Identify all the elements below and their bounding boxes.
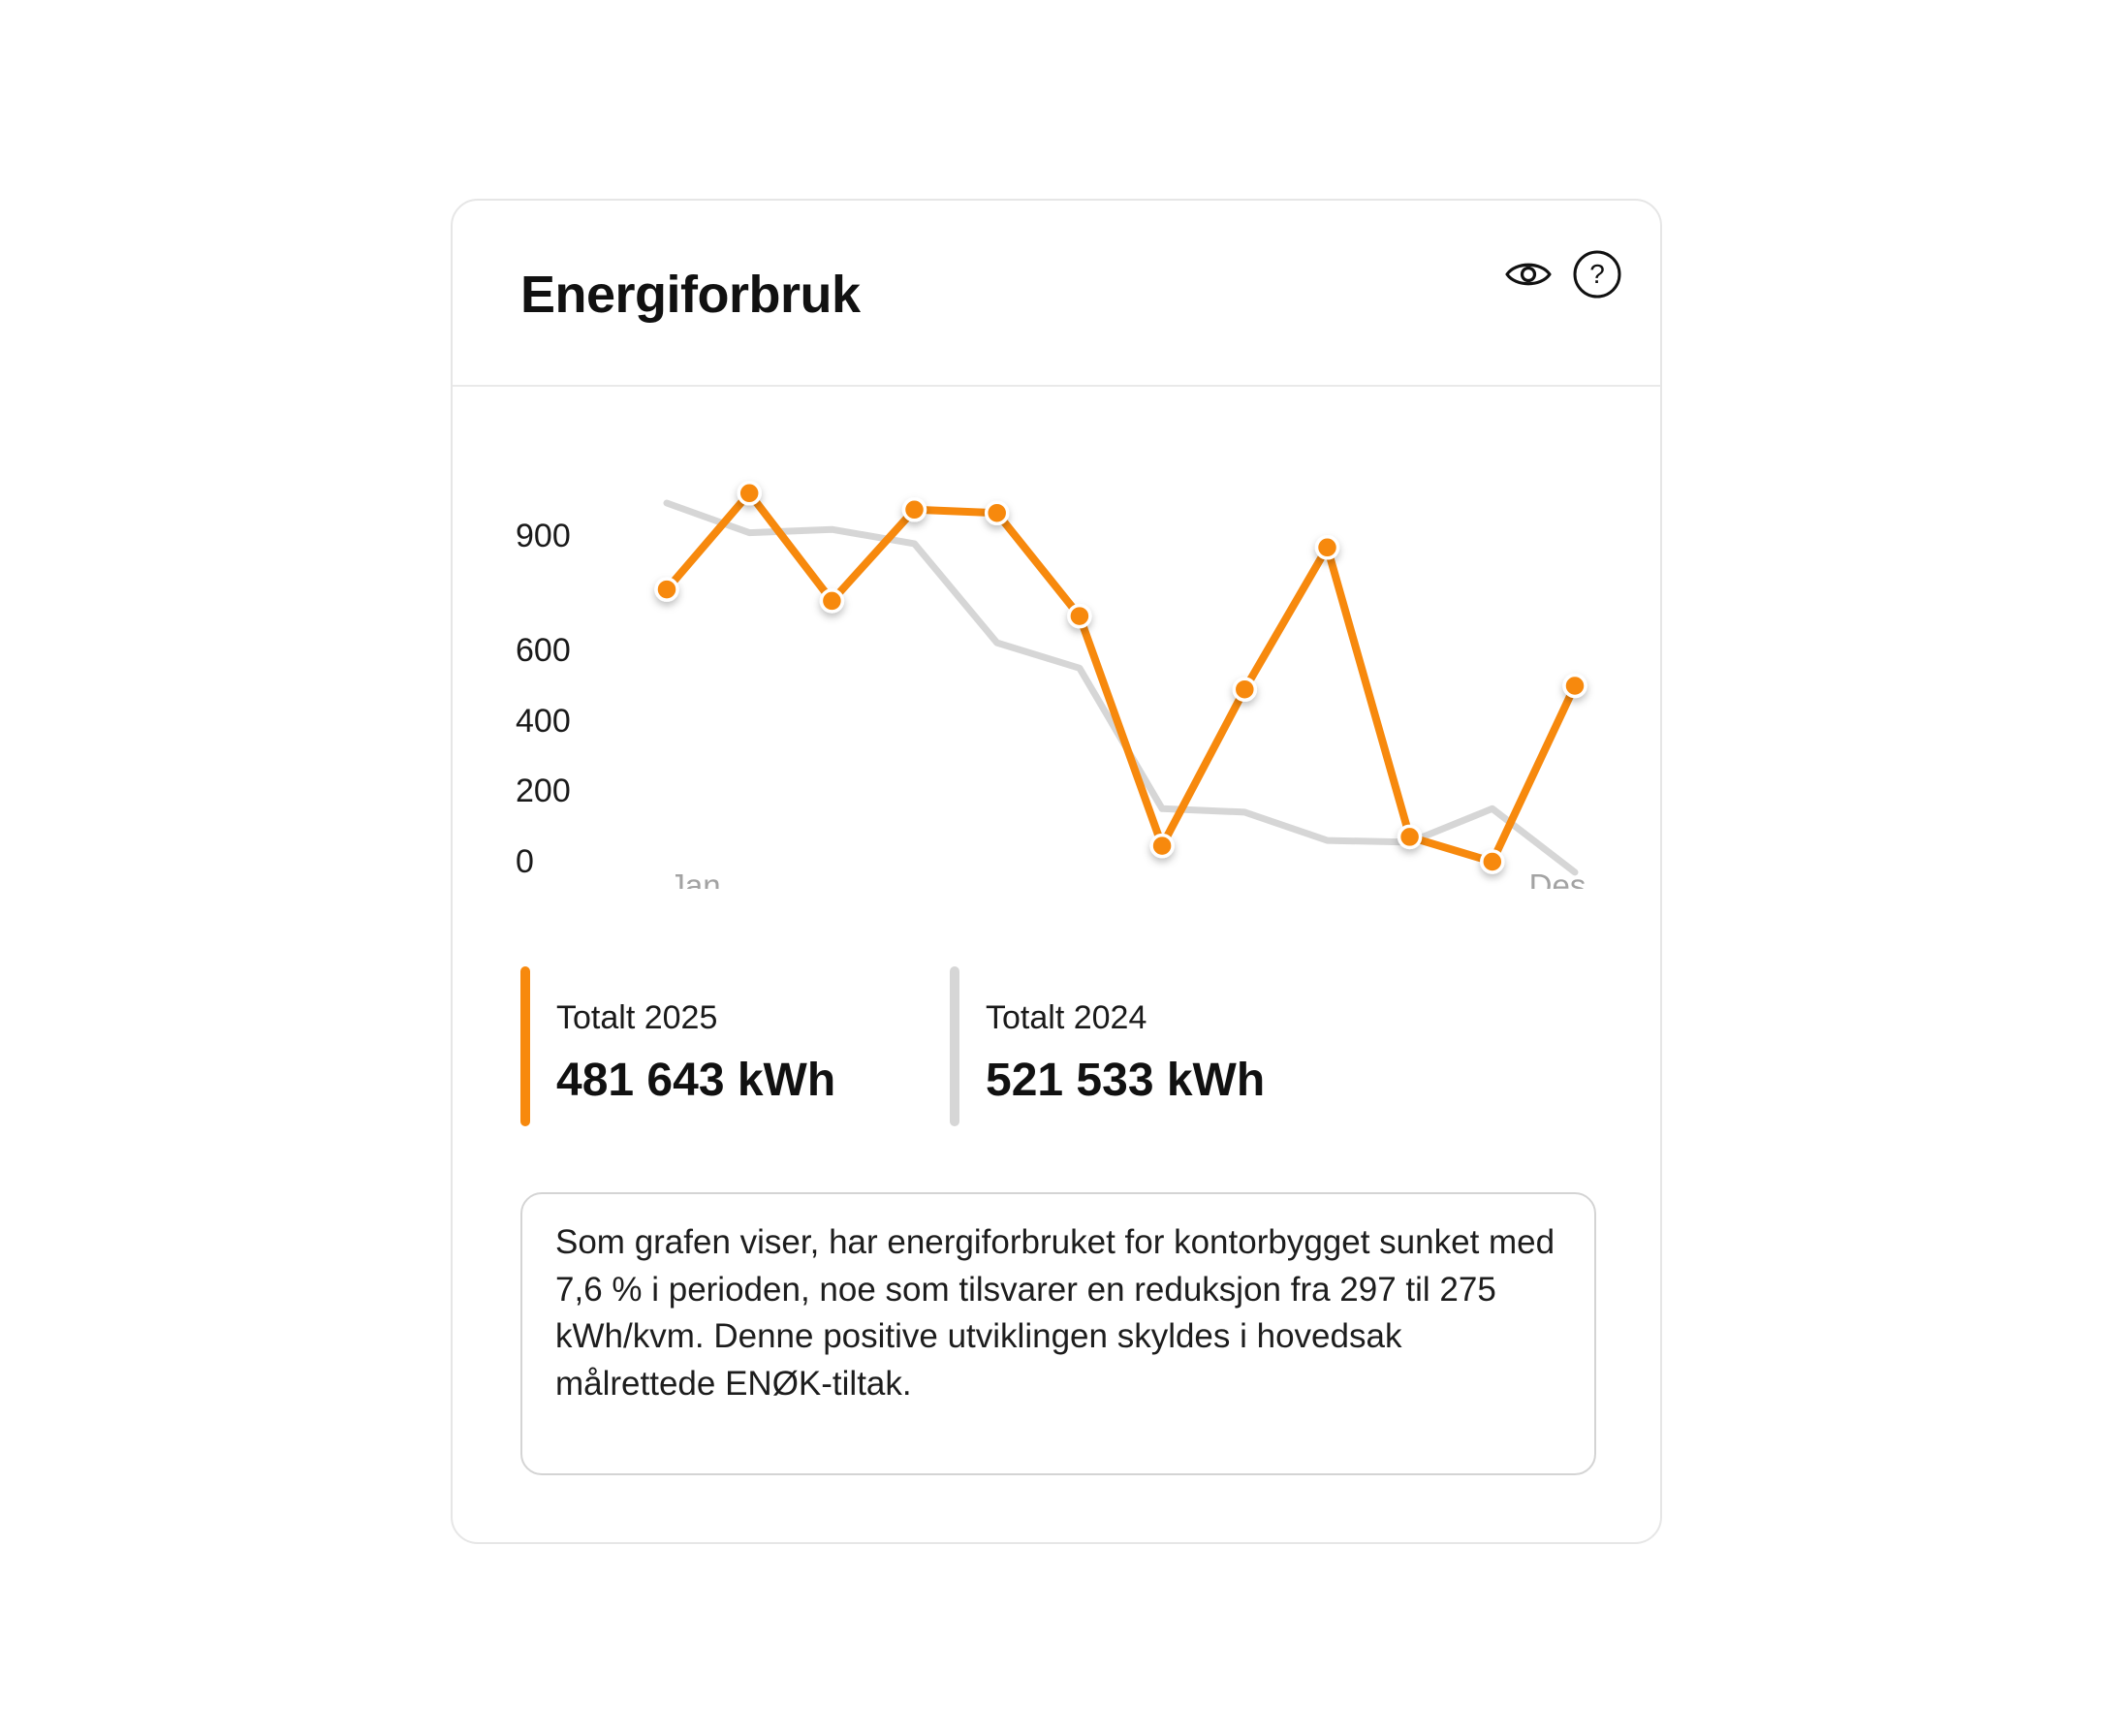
x-tick-label: Jan (669, 868, 720, 889)
data-point-2025 (1480, 849, 1505, 874)
data-point-2025 (654, 577, 679, 602)
y-tick-label: 0 (516, 843, 534, 880)
total-2024-label: Totalt 2024 (986, 999, 1147, 1036)
total-2025-value: 481 643 kWh (556, 1055, 836, 1106)
card-header: Energiforbruk ? (453, 201, 1660, 387)
data-point-2025 (819, 588, 845, 614)
total-2024-color-bar (950, 966, 959, 1126)
data-point-2025 (1149, 833, 1175, 859)
y-tick-label: 600 (516, 632, 571, 669)
total-2025-color-bar (520, 966, 530, 1126)
data-point-2025 (1314, 535, 1340, 560)
analysis-text: Som grafen viser, har energiforbruket fo… (555, 1223, 1555, 1403)
series-line-2025 (663, 489, 1579, 866)
card-title: Energiforbruk (520, 266, 861, 324)
total-2025-label: Totalt 2025 (556, 999, 718, 1036)
analysis-text-box: Som grafen viser, har energiforbruket fo… (520, 1192, 1596, 1475)
data-point-2025 (1397, 824, 1423, 850)
data-point-2025 (1067, 603, 1092, 629)
data-point-2025 (1562, 673, 1587, 699)
y-tick-label: 900 (516, 518, 571, 554)
energy-card: Energiforbruk ? 0 200 400 600 900 Jan Des Tota… (451, 199, 1662, 1544)
total-2024-value: 521 533 kWh (986, 1055, 1266, 1106)
y-tick-label: 200 (516, 773, 571, 809)
data-point-2025 (901, 497, 927, 522)
data-point-2025 (1232, 677, 1258, 702)
total-2025: Totalt 2025 481 643 kWh (520, 966, 927, 1126)
totals-summary: Totalt 2025 481 643 kWh Totalt 2024 521 … (520, 966, 1596, 1126)
y-tick-label: 400 (516, 703, 571, 740)
eye-icon[interactable] (1499, 245, 1557, 303)
data-point-2025 (984, 500, 1010, 525)
data-point-2025 (737, 481, 762, 506)
total-2024: Totalt 2024 521 533 kWh (950, 966, 1357, 1126)
question-circle-icon[interactable]: ? (1568, 245, 1626, 303)
svg-text:?: ? (1589, 259, 1605, 289)
